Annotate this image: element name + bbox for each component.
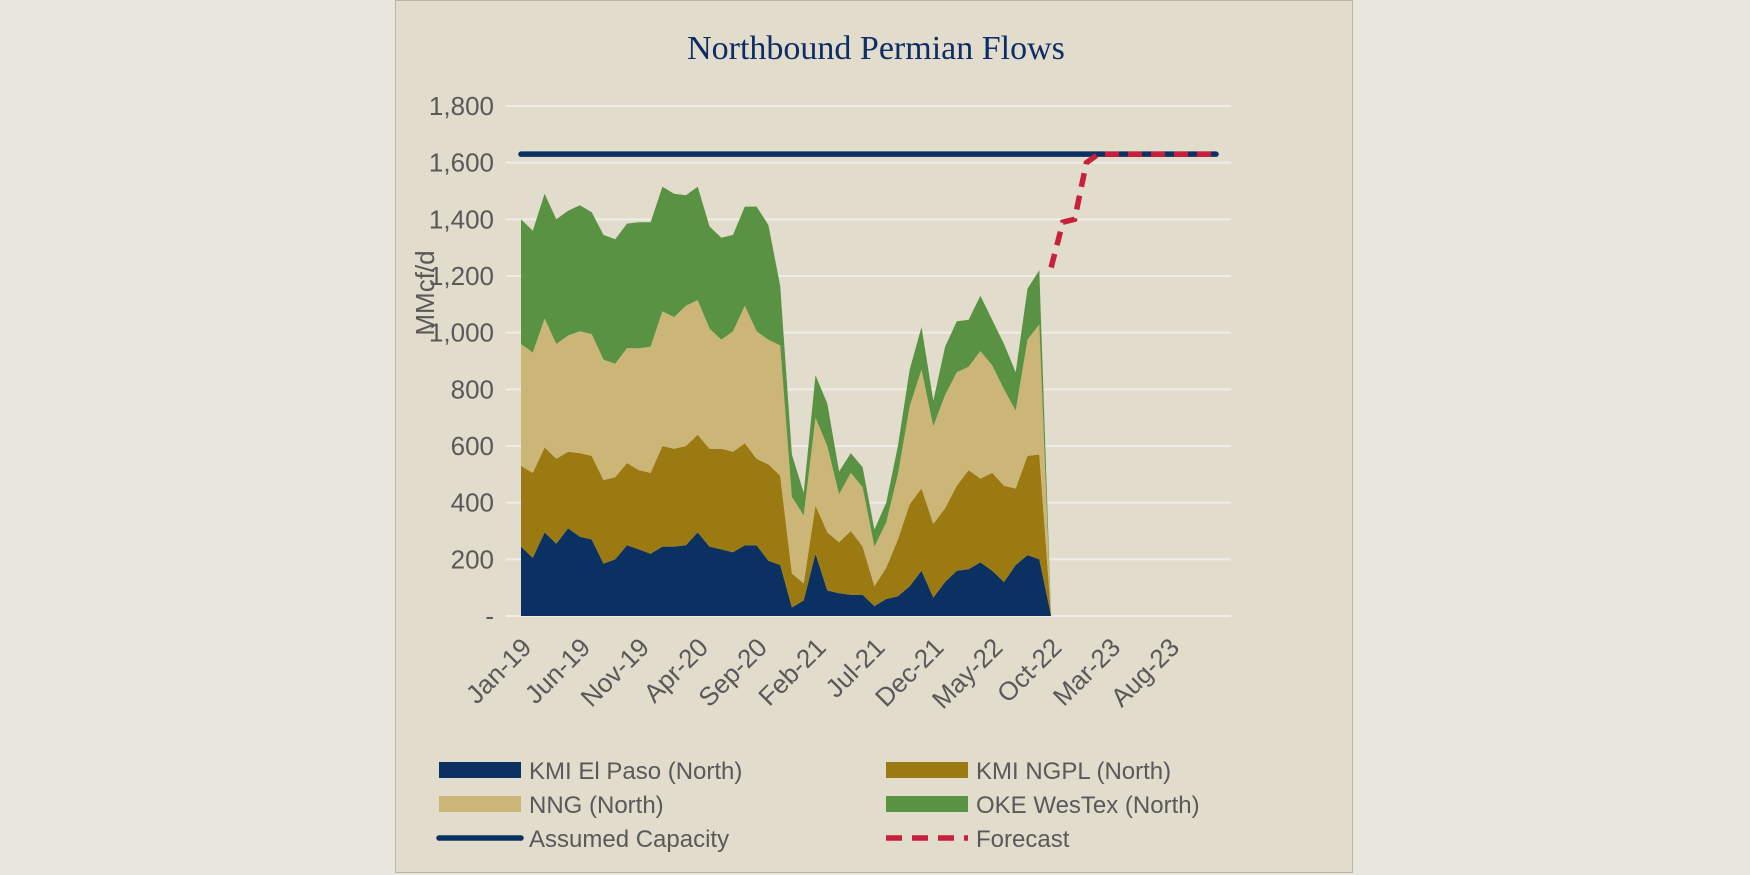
legend-item: Assumed Capacity <box>436 826 729 853</box>
y-ticks: - 200 400 600 800 1,000 1,200 1,400 1,600 1,800 <box>429 91 494 631</box>
chart-svg: Northbound Permian Flows MMcf/d - 200 400 6… <box>410 30 1231 853</box>
area-kmi-el-paso-north <box>521 528 1052 616</box>
y-tick-label: - <box>485 601 494 631</box>
legend-label: NNG (North) <box>529 792 664 819</box>
legend-swatch <box>886 762 968 778</box>
legend-swatch <box>439 762 521 778</box>
legend-label: OKE WesTex (North) <box>976 792 1200 819</box>
legend-label: KMI El Paso (North) <box>529 758 742 785</box>
x-ticks: Jan-19Jun-19Nov-19Apr-20Sep-20Feb-21Jul-… <box>460 632 1185 715</box>
y-tick-label: 800 <box>451 374 494 404</box>
forecast-line <box>1048 151 1216 269</box>
legend-swatch <box>886 796 968 812</box>
legend-label: Assumed Capacity <box>529 826 729 853</box>
chart-title: Northbound Permian Flows <box>687 30 1065 67</box>
stacked-areas <box>521 186 1052 617</box>
legend-item: NNG (North) <box>439 792 664 819</box>
legend-label: Forecast <box>976 826 1070 853</box>
legend-item: KMI El Paso (North) <box>439 758 742 785</box>
x-tick-label: Feb-21 <box>752 632 831 711</box>
x-tick-label: Jan-19 <box>460 632 537 709</box>
lines <box>518 151 1219 269</box>
y-axis-label: MMcf/d <box>410 250 440 335</box>
legend: KMI El Paso (North) KMI NGPL (North) NNG (… <box>436 758 1200 853</box>
y-tick-label: 1,200 <box>429 261 494 291</box>
area-nng-north <box>521 300 1052 616</box>
legend-label: KMI NGPL (North) <box>976 758 1171 785</box>
y-tick-label: 400 <box>451 488 494 518</box>
y-tick-label: 1,600 <box>429 148 494 178</box>
y-tick-label: 1,800 <box>429 91 494 121</box>
legend-item: KMI NGPL (North) <box>886 758 1171 785</box>
legend-item: OKE WesTex (North) <box>886 792 1200 819</box>
y-tick-label: 600 <box>451 431 494 461</box>
legend-item: Forecast <box>886 826 1070 853</box>
chart-panel: Northbound Permian Flows MMcf/d - 200 400 6… <box>395 0 1353 873</box>
y-tick-label: 1,000 <box>429 318 494 348</box>
area-kmi-ngpl-north <box>521 434 1052 616</box>
y-tick-label: 1,400 <box>429 204 494 234</box>
area-oke-westex-north <box>521 186 1052 617</box>
y-tick-label: 200 <box>451 544 494 574</box>
legend-swatch <box>439 796 521 812</box>
